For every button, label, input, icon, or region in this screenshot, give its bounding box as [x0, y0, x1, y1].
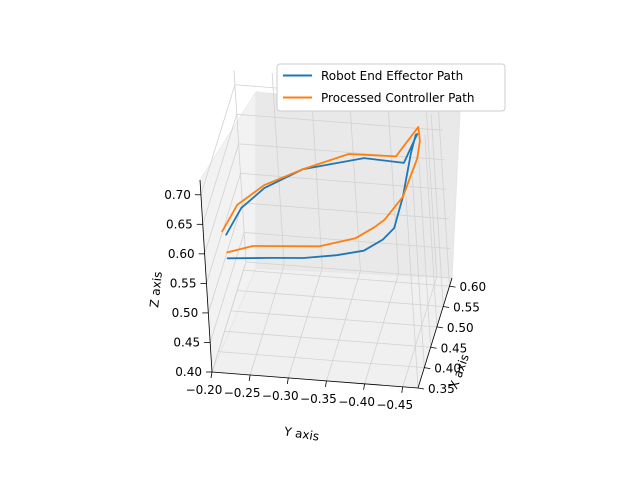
grid-line-x — [437, 94, 450, 287]
grid-line-y — [424, 84, 438, 277]
y-axis-line — [211, 371, 419, 389]
x-tick-mark — [443, 306, 450, 308]
z-tick-label: 0.45 — [173, 335, 200, 349]
grid-line-z — [236, 113, 443, 131]
grid-line-z — [204, 143, 239, 254]
grid-line-x — [237, 290, 444, 307]
grid-line-y — [326, 270, 361, 382]
y-tick-mark — [363, 383, 365, 390]
grid-line-x — [411, 175, 425, 368]
grid-line-y — [233, 69, 247, 263]
x-tick-label: 0.40 — [434, 362, 461, 376]
x-tick-mark — [449, 285, 456, 288]
z-tick-label: 0.60 — [168, 247, 195, 261]
tick-labels: 0.350.400.450.500.550.60−0.20 −0.25 −0.30−… — [164, 188, 486, 412]
grid-line-x — [430, 114, 444, 307]
z-pane-floor — [211, 267, 453, 389]
grid-line-z — [242, 202, 449, 220]
grid-line-y — [271, 72, 285, 265]
x-axis-line — [417, 277, 453, 389]
grid-line-y — [364, 273, 399, 384]
y-tick-mark — [401, 386, 404, 393]
x-tick-label: 0.35 — [428, 382, 455, 396]
grid-line-z — [207, 202, 243, 314]
legend-label-robot: Robot End Effector Path — [321, 69, 463, 83]
x-tick-mark — [417, 387, 425, 390]
z-tick-label: 0.50 — [172, 306, 199, 320]
y-tick-label: −0.30 — [262, 389, 299, 403]
axis-lines — [199, 179, 453, 389]
y-tick-label: −0.20 — [186, 383, 223, 397]
x-tick-label: 0.55 — [453, 301, 480, 315]
grid-lines — [200, 69, 453, 389]
y-tick-label: −0.35 — [300, 392, 337, 406]
y-tick-label: −0.25 — [224, 386, 261, 400]
y-tick-label: −0.45 — [376, 398, 413, 412]
grid-line-x — [424, 134, 438, 327]
grid-line-z — [200, 84, 236, 195]
y-tick-mark — [325, 380, 327, 387]
y-pane-back — [255, 91, 461, 279]
grid-line-x — [218, 351, 425, 369]
series-line-robot-end-effector — [225, 133, 419, 260]
y-tick-mark — [286, 377, 289, 384]
grid-line-y — [386, 81, 399, 274]
x-tick-label: 0.45 — [441, 341, 468, 355]
y-tick-mark — [210, 371, 213, 379]
grid-line-z — [209, 232, 245, 343]
z-tick-label: 0.65 — [166, 217, 193, 231]
back-panes — [199, 90, 461, 389]
legend-box — [276, 63, 506, 112]
grid-line-x — [230, 310, 437, 328]
grid-line-z — [245, 261, 453, 279]
x-tick-label: 0.60 — [459, 280, 486, 294]
legend-label-controller: Processed Controller Path — [321, 91, 475, 105]
y-tick-label: −0.40 — [338, 395, 375, 409]
series-line-processed-controller — [221, 126, 421, 254]
grid-line-y — [249, 264, 285, 376]
x-tick-mark — [430, 346, 437, 349]
z-axis-label: Z axis — [147, 271, 165, 308]
z-axis-line — [199, 179, 213, 373]
z-tick-label: 0.40 — [175, 365, 202, 379]
grid-line-y — [287, 267, 323, 379]
grid-line-x — [224, 330, 431, 348]
legend: Robot End Effector Path Processed Contro… — [276, 63, 506, 112]
grid-line-y — [402, 276, 438, 387]
grid-line-z — [240, 172, 447, 190]
grid-line-x — [243, 269, 450, 287]
x-tick-mark — [424, 367, 431, 370]
x-tick-mark — [436, 326, 443, 329]
grid-line-z — [202, 114, 238, 225]
x-tick-label: 0.50 — [447, 321, 474, 335]
z-tick-label: 0.55 — [170, 276, 197, 290]
y-tick-mark — [248, 374, 251, 382]
z-tick-label: 0.70 — [164, 188, 191, 202]
grid-line-x — [405, 195, 419, 389]
series-lines — [221, 126, 421, 260]
grid-line-z — [211, 261, 247, 373]
y-axis-label: Y axis — [282, 424, 320, 443]
